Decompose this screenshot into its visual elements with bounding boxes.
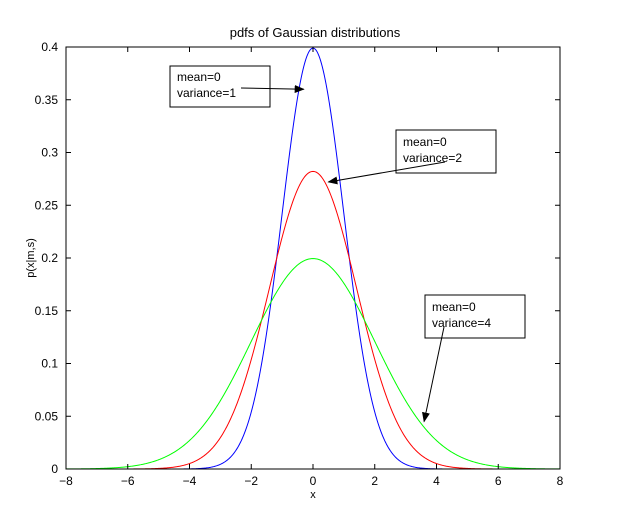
x-tick-label: 4 — [433, 474, 440, 488]
y-tick-label: 0.1 — [41, 357, 58, 371]
axis-ticks — [65, 46, 561, 470]
y-tick-labels: 0 0.05 0.1 0.15 0.2 0.25 0.3 0.35 0.4 — [35, 40, 59, 476]
y-tick-label: 0.4 — [41, 40, 58, 54]
annotation-box-variance-4: mean=0 variance=4 — [424, 294, 526, 339]
annotation-line-variance: variance=1 — [177, 86, 236, 100]
y-tick-label: 0.35 — [35, 93, 59, 107]
x-tick-label: −8 — [59, 474, 73, 488]
x-tick-label: 6 — [495, 474, 502, 488]
annotation-line-mean: mean=0 — [403, 135, 447, 149]
x-tick-label: −6 — [121, 474, 135, 488]
series-line-variance-4 — [66, 258, 560, 470]
x-axis-label: x — [310, 489, 316, 501]
x-tick-label: −4 — [183, 474, 197, 488]
x-tick-label: 8 — [557, 474, 564, 488]
y-tick-label: 0.15 — [35, 304, 59, 318]
annotation-box-frame — [395, 129, 497, 174]
annotation-line-variance: variance=2 — [403, 151, 462, 165]
x-tick-label: 2 — [371, 474, 378, 488]
annotation-arrow — [422, 326, 445, 423]
annotation-arrow — [240, 85, 305, 94]
annotation-box-frame — [169, 65, 271, 108]
x-tick-labels: −8 −6 −4 −2 0 2 4 6 8 — [59, 474, 564, 488]
annotation-box-variance-1: mean=0 variance=1 — [169, 65, 271, 108]
y-axis-label: p(x|m,s) — [25, 238, 37, 278]
annotation-line-mean: mean=0 — [432, 300, 476, 314]
curves-group — [66, 47, 560, 470]
annotation-line-variance: variance=4 — [432, 316, 491, 330]
annotation-box-frame — [424, 294, 526, 339]
annotation-arrow — [327, 161, 446, 185]
y-tick-label: 0.2 — [41, 251, 58, 265]
annotation-line-mean: mean=0 — [177, 70, 221, 84]
x-tick-label: −2 — [244, 474, 258, 488]
y-tick-label: 0.25 — [35, 198, 59, 212]
annotation-box-variance-2: mean=0 variance=2 — [395, 129, 497, 174]
y-tick-label: 0.3 — [41, 146, 58, 160]
plot-area-frame — [65, 46, 561, 470]
y-tick-label: 0.05 — [35, 409, 59, 423]
chart-title: pdfs of Gaussian distributions — [230, 25, 401, 40]
y-tick-label: 0 — [51, 462, 58, 476]
x-tick-label: 0 — [310, 474, 317, 488]
